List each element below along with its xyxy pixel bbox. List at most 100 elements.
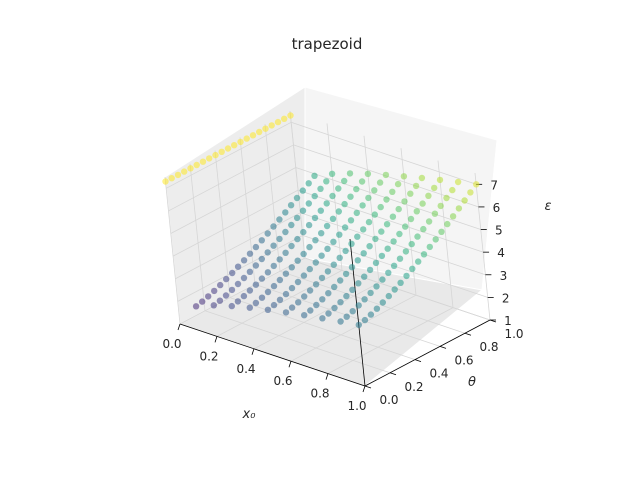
data-point (329, 192, 336, 200)
data-point (288, 284, 296, 292)
data-point (174, 171, 182, 179)
y-axis-label: θ (468, 375, 476, 390)
data-point (454, 178, 462, 186)
data-point (408, 240, 415, 248)
y-tick-label: 0.0 (379, 393, 398, 407)
y-tick-label: 1.0 (504, 327, 523, 341)
data-point (307, 307, 314, 314)
data-point (276, 276, 284, 284)
data-point (419, 200, 426, 207)
data-point (467, 189, 474, 196)
data-point (418, 174, 426, 182)
y-tick-label: 0.2 (404, 380, 423, 394)
data-point (276, 216, 283, 223)
z-tick-label: 1 (504, 314, 512, 328)
data-point (346, 170, 354, 177)
data-point (337, 277, 344, 284)
data-point (373, 283, 380, 290)
data-point (354, 233, 361, 240)
x-grid-line (216, 270, 343, 337)
data-point (258, 294, 266, 301)
data-point (264, 249, 271, 256)
y-tick-label: 0.8 (479, 340, 498, 354)
data-point (305, 180, 312, 187)
data-point (240, 274, 248, 282)
data-point (218, 148, 225, 155)
data-point (246, 287, 254, 294)
x-tick-label: 0.6 (273, 374, 292, 388)
z-axis-label: ε (544, 199, 551, 214)
y-grid-line (279, 270, 466, 334)
data-point (331, 304, 338, 312)
data-point (311, 192, 318, 200)
data-point (431, 184, 438, 192)
data-point (293, 194, 301, 202)
data-point (312, 237, 319, 244)
data-point (379, 276, 386, 283)
data-point (187, 165, 194, 172)
data-point (318, 274, 326, 282)
data-point (426, 243, 433, 251)
data-point (355, 280, 362, 287)
data-point (282, 309, 290, 316)
data-point (365, 218, 373, 226)
data-point (168, 175, 175, 182)
z-grid-line (291, 121, 477, 185)
data-point (420, 225, 427, 233)
x-tick-label: 0.2 (199, 349, 218, 363)
data-point (358, 178, 366, 185)
data-point (234, 263, 242, 270)
data-point (330, 238, 337, 245)
data-point (349, 286, 356, 293)
data-point (348, 240, 355, 247)
data-point (397, 279, 404, 286)
z-grid-line (172, 189, 299, 257)
data-point (264, 306, 272, 313)
data-point (223, 275, 230, 283)
data-point (224, 145, 232, 152)
data-point (288, 242, 295, 250)
z-tick-label: 5 (495, 224, 503, 238)
data-point (389, 213, 397, 220)
data-point (343, 292, 350, 300)
y-tick-mark (414, 359, 422, 362)
data-point (364, 170, 372, 177)
data-point (360, 226, 367, 233)
z-tick-label: 3 (500, 269, 508, 283)
x-tick-mark (214, 336, 218, 343)
data-point (337, 299, 344, 306)
data-point (331, 283, 338, 291)
x-tick-label: 1.0 (347, 399, 366, 413)
data-point (301, 312, 308, 319)
data-point (323, 222, 331, 230)
data-point (306, 287, 314, 294)
z-grid-line (170, 167, 296, 234)
data-point (367, 289, 374, 297)
x-tick-mark (362, 385, 366, 393)
data-point (282, 249, 289, 256)
data-point (361, 273, 368, 280)
axes (177, 183, 497, 393)
data-point (353, 209, 360, 217)
data-point (287, 112, 294, 119)
data-point (300, 228, 307, 236)
data-point (372, 235, 379, 243)
data-point (264, 230, 271, 237)
data-point (372, 259, 380, 267)
y-grid-line (204, 310, 391, 374)
x-tick-mark (325, 373, 329, 380)
data-point (341, 200, 348, 208)
data-point (379, 299, 386, 306)
data-point (415, 258, 422, 265)
x-tick-label: 0.4 (236, 362, 255, 376)
y-grid-line (239, 137, 256, 285)
data-point (199, 158, 207, 165)
z-grid-line (165, 121, 292, 189)
y-tick-mark (364, 385, 372, 389)
z-grid-line (168, 144, 294, 212)
data-point (240, 257, 248, 264)
x-grid-line (290, 294, 417, 362)
data-point (193, 161, 200, 169)
data-point (274, 118, 282, 126)
